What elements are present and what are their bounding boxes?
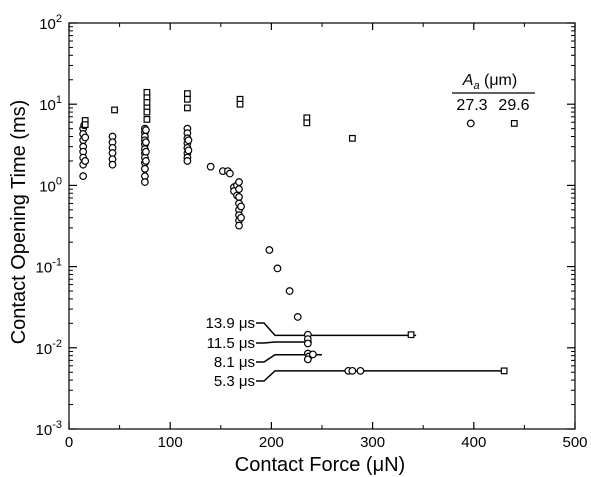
legend-title: Aa (μm) xyxy=(462,72,517,92)
data-point-square xyxy=(348,134,356,142)
data-point-circle xyxy=(142,138,150,147)
x-tick-label: 100 xyxy=(158,434,183,451)
data-point-circle xyxy=(183,157,192,165)
data-point-square xyxy=(184,90,191,98)
x-tick-label: 0 xyxy=(65,434,73,451)
data-point-square xyxy=(184,104,191,112)
data-point-circle xyxy=(303,339,312,348)
data-point-circle xyxy=(237,202,245,211)
axis-ticks xyxy=(68,22,576,430)
data-point-square xyxy=(236,100,244,108)
tick-labels: 0 100 200 300 400 500 10-3 10-2 10-1 100 101 102 xyxy=(36,13,588,451)
data-point-circle xyxy=(293,313,302,321)
data-point-circle xyxy=(235,221,243,230)
data-point-circle xyxy=(184,146,193,155)
annotation-label: 13.9 μs xyxy=(205,315,255,332)
data-point-circle xyxy=(308,350,317,359)
data-point-circle xyxy=(140,164,149,173)
data-point-square xyxy=(510,120,518,127)
x-axis-title: Contact Force (μN) xyxy=(235,454,405,476)
data-point-circle xyxy=(140,178,149,186)
y-tick-label: 10-3 xyxy=(36,419,62,439)
data-point-square xyxy=(143,108,151,116)
data-point-circle xyxy=(142,157,150,165)
annotation-line xyxy=(256,370,508,382)
x-tick-label: 400 xyxy=(461,434,486,451)
data-point-circle xyxy=(466,119,475,128)
data-point-circle xyxy=(81,157,90,165)
data-point-circle xyxy=(184,136,193,145)
x-tick-label: 500 xyxy=(562,434,587,451)
data-point-circle xyxy=(235,185,243,194)
data-point-circle xyxy=(348,366,357,375)
data-point-circle xyxy=(235,178,243,186)
annotation-label: 5.3 μs xyxy=(214,373,255,390)
annotation-line xyxy=(256,341,312,344)
data-point-circle xyxy=(303,355,312,364)
legend: Aa (μm) 27.3 29.6 xyxy=(452,72,535,114)
data-point-square xyxy=(81,121,89,129)
data-point-square xyxy=(184,95,191,103)
annotation-line xyxy=(256,354,322,363)
data-point-square xyxy=(143,115,151,123)
annotation-line xyxy=(256,322,417,337)
y-tick-label: 100 xyxy=(39,175,62,195)
y-tick-label: 101 xyxy=(39,94,62,114)
data-point-circle xyxy=(142,147,150,156)
data-point-circle xyxy=(237,213,245,222)
data-point-square xyxy=(143,99,151,106)
data-points xyxy=(79,88,518,375)
legend-entry-label: 29.6 xyxy=(498,97,529,114)
data-point-circle xyxy=(285,287,294,295)
data-point-circle xyxy=(356,366,365,375)
data-point-circle xyxy=(142,126,150,134)
data-point-circle xyxy=(81,133,90,142)
data-point-circle xyxy=(79,172,88,181)
legend-entry-label: 27.3 xyxy=(456,97,487,114)
x-tick-label: 200 xyxy=(259,434,284,451)
data-point-square xyxy=(143,88,151,96)
data-point-square xyxy=(407,331,415,339)
x-tick-label: 300 xyxy=(360,434,385,451)
y-axis-title: Contact Opening Time (ms) xyxy=(8,100,30,345)
data-point-square xyxy=(111,106,118,114)
annotation-label: 8.1 μs xyxy=(214,354,255,371)
data-point-circle xyxy=(273,264,282,273)
y-tick-label: 10-1 xyxy=(36,257,62,277)
annotation-label: 11.5 μs xyxy=(207,335,255,352)
y-tick-label: 10-2 xyxy=(36,338,62,358)
data-point-circle xyxy=(226,169,234,178)
data-point-square xyxy=(303,119,311,127)
data-point-square xyxy=(500,367,508,375)
annotations: 13.9 μs 11.5 μs 8.1 μs 5.3 μs xyxy=(205,315,508,390)
data-point-circle xyxy=(235,193,243,201)
data-point-circle xyxy=(206,162,215,171)
data-point-circle xyxy=(108,160,117,169)
data-point-circle xyxy=(265,246,274,254)
y-tick-label: 102 xyxy=(39,13,62,33)
